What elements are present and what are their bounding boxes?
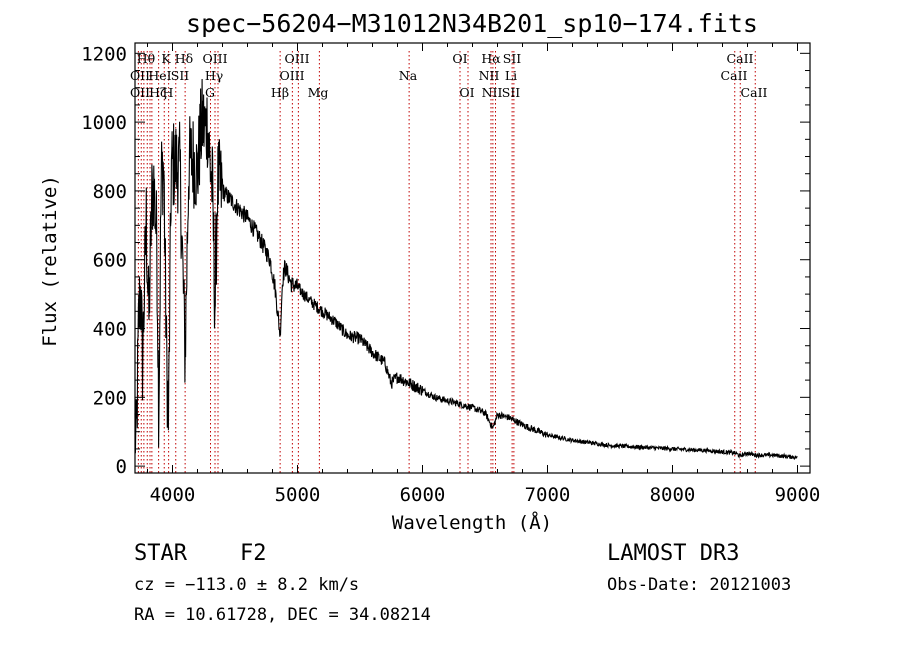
line-label: NII	[482, 85, 503, 100]
y-tick-label: 1000	[81, 112, 127, 134]
line-label: Li	[505, 68, 517, 83]
line-label: Na	[399, 68, 418, 83]
line-label: Mg	[308, 85, 329, 100]
spectrum-line	[134, 78, 798, 461]
y-tick-label: 600	[93, 250, 127, 272]
line-label: OIII	[279, 68, 304, 83]
x-tick-label: 8000	[650, 484, 696, 506]
y-tick-label: 800	[93, 181, 127, 203]
y-tick-label: 400	[93, 319, 127, 341]
line-label: SII	[171, 68, 190, 83]
line-label: K	[161, 51, 171, 66]
object-subclass: F2	[240, 541, 267, 566]
y-axis: 0 200 400 600 800 1000 1200	[81, 43, 810, 478]
line-label: Hζ	[149, 85, 167, 100]
line-label: NII	[479, 68, 500, 83]
y-axis-label: Flux (relative)	[39, 175, 61, 347]
line-label: OIII	[202, 51, 227, 66]
line-label: OI	[459, 85, 474, 100]
line-label: CaII	[727, 51, 754, 66]
y-tick-label: 0	[116, 456, 127, 478]
y-tick-label: 1200	[81, 43, 127, 65]
plot-frame	[134, 42, 811, 474]
x-tick-label: 4000	[150, 484, 196, 506]
line-label: OII	[130, 85, 150, 100]
chart-title: spec−56204−M31012N34B201_sp10−174.fits	[186, 9, 758, 38]
redshift-text: cz = −113.0 ± 8.2 km/s	[134, 575, 359, 595]
x-tick-label: 6000	[400, 484, 446, 506]
line-label: Hγ	[205, 68, 223, 83]
line-label: Hδ	[175, 51, 193, 66]
line-label: Hβ	[271, 85, 289, 100]
line-label: CaII	[741, 85, 768, 100]
line-label: G	[205, 85, 215, 100]
coordinates: RA = 10.61728, DEC = 34.08214	[134, 605, 431, 625]
x-tick-label: 5000	[275, 484, 321, 506]
line-label: OIII	[284, 51, 309, 66]
y-tick-label: 200	[93, 387, 127, 409]
line-label: H	[163, 85, 174, 100]
x-tick-label: 7000	[525, 484, 571, 506]
line-label: Hθ	[137, 51, 155, 66]
obs-date: Obs-Date: 20121003	[607, 575, 791, 595]
x-tick-label: 9000	[775, 484, 821, 506]
x-axis: 4000 5000 6000 7000 8000 9000	[147, 43, 821, 506]
survey-name: LAMOST DR3	[607, 541, 739, 566]
x-axis-label: Wavelength (Å)	[392, 511, 552, 534]
line-label: OI	[452, 51, 467, 66]
line-label: HeI	[148, 68, 171, 83]
emission-line-markers	[137, 51, 756, 473]
line-label: CaII	[721, 68, 748, 83]
line-label: OII	[130, 68, 150, 83]
line-label: SII	[502, 85, 521, 100]
line-label: SII	[503, 51, 522, 66]
line-label: Hα	[481, 51, 501, 66]
object-class: STAR	[134, 541, 188, 566]
